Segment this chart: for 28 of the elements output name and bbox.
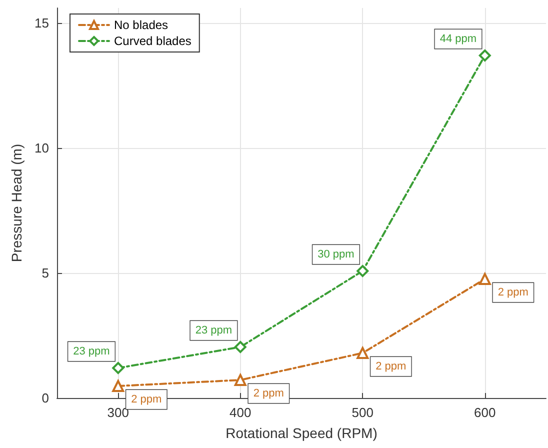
y-axis-title: Pressure Head (m) [8, 144, 25, 262]
annotation: 23 ppm [195, 324, 232, 336]
point [234, 374, 246, 386]
annotation: 2 ppm [253, 388, 284, 400]
point [234, 341, 246, 353]
legend-label: No blades [114, 18, 168, 32]
annotation: 44 ppm [440, 33, 477, 45]
x-axis-title: Rotational Speed (RPM) [226, 425, 378, 441]
y-tick-label: 10 [34, 140, 49, 156]
legend-label: Curved blades [114, 34, 192, 48]
annotation: 2 ppm [498, 286, 528, 298]
x-tick-label: 500 [352, 405, 374, 420]
point [112, 362, 124, 374]
x-tick-label: 300 [107, 405, 129, 420]
point [478, 273, 491, 285]
y-tick-label: 5 [42, 266, 49, 280]
annotation: 23 ppm [73, 346, 110, 358]
point [478, 50, 491, 62]
y-tick-label: 15 [34, 16, 49, 30]
point [356, 265, 369, 277]
annotation: 2 ppm [376, 360, 406, 372]
x-tick-label: 400 [230, 405, 252, 420]
point [356, 347, 369, 359]
x-tick-label: 600 [474, 405, 496, 420]
y-tick-label: 0 [42, 390, 49, 406]
annotation: 2 ppm [131, 394, 162, 406]
annotation: 30 ppm [318, 248, 354, 260]
point [112, 380, 124, 392]
